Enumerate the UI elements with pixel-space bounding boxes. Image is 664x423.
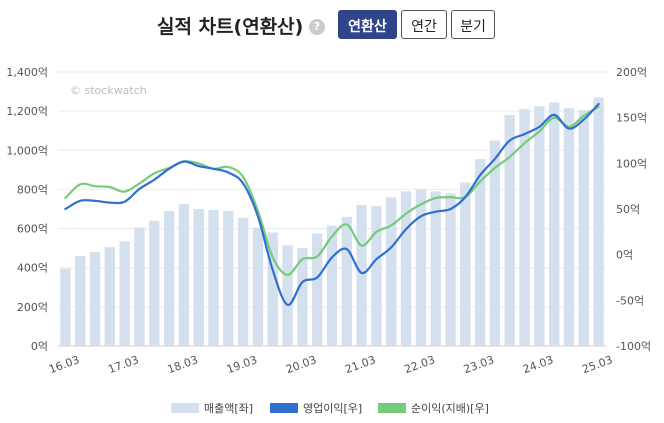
y-left-tick-label: 600억 [17, 223, 48, 236]
revenue-bar [430, 191, 441, 346]
tab-quarterly[interactable]: 분기 [451, 10, 495, 39]
revenue-bar [75, 255, 86, 346]
net-income-line [64, 105, 600, 276]
y-right-tick-label: -50억 [616, 294, 644, 307]
legend-label: 영업이익[우] [303, 402, 362, 415]
legend-label: 매출액[좌] [204, 402, 253, 415]
x-tick-label: 23.03 [462, 353, 496, 376]
chart-title: 실적 차트(연환산) [157, 16, 304, 38]
revenue-bar [267, 232, 278, 346]
revenue-bar [415, 189, 427, 346]
revenue-bar [252, 227, 264, 346]
revenue-bar [89, 252, 101, 346]
y-left-tick-label: 200억 [17, 301, 48, 314]
revenue-bar [474, 159, 486, 346]
watermark: © stockwatch [70, 84, 147, 97]
x-tick-label: 24.03 [521, 353, 555, 376]
legend-swatch [171, 403, 199, 413]
revenue-bar [578, 110, 589, 347]
revenue-bar [386, 197, 397, 346]
revenue-bar [489, 140, 501, 346]
revenue-bar [193, 209, 204, 346]
x-tick-label: 21.03 [343, 353, 377, 376]
revenue-bar [282, 245, 293, 346]
revenue-bar [178, 204, 190, 346]
revenue-bar [119, 241, 130, 346]
revenue-bar [534, 106, 545, 346]
revenue-bar [223, 210, 234, 346]
revenue-bar [445, 193, 456, 346]
x-tick-label: 22.03 [403, 353, 437, 376]
legend: 매출액[좌] 영업이익[우] 순이익(지배)[우] [171, 402, 489, 415]
y-left-tick-label: 1,400억 [6, 66, 48, 79]
tab-annualized[interactable]: 연환산 [338, 10, 397, 39]
revenue-bar [163, 210, 175, 346]
question-circle-icon[interactable]: ? [309, 19, 325, 35]
revenue-bar [312, 233, 323, 346]
revenue-bar [326, 225, 338, 346]
y-right-tick-label: 150억 [616, 112, 647, 125]
revenue-bar [208, 209, 219, 346]
chart-header: 실적 차트(연환산) ? 연환산 연간 분기 [0, 10, 664, 44]
operating-profit-line [64, 102, 600, 306]
y-right-tick-label: 200억 [616, 66, 647, 79]
y-right-tick-label: 0억 [616, 249, 633, 262]
x-tick-label: 19.03 [225, 353, 259, 376]
revenue-bar [460, 182, 471, 346]
revenue-bar [104, 247, 116, 346]
x-tick-label: 25.03 [580, 353, 614, 376]
revenue-bar [356, 205, 367, 346]
revenue-bar [563, 108, 575, 346]
revenue-bar [134, 227, 145, 346]
revenue-bar [341, 216, 352, 346]
revenue-bar [519, 109, 530, 346]
revenue-bar [60, 268, 71, 346]
x-tick-label: 20.03 [284, 353, 318, 376]
y-left-tick-label: 800억 [17, 183, 48, 196]
legend-label: 순이익(지배)[우] [411, 402, 489, 415]
revenue-bar [297, 248, 308, 346]
y-right-tick-label: -100억 [616, 340, 651, 353]
y-left-tick-label: 0억 [31, 340, 48, 353]
revenue-bar [149, 220, 160, 346]
y-left-tick-label: 1,000억 [6, 144, 48, 157]
legend-swatch [270, 403, 298, 413]
y-left-tick-label: 1,200억 [6, 105, 48, 118]
revenue-bar [504, 115, 515, 346]
revenue-bar [237, 217, 249, 346]
revenue-bar [400, 191, 412, 346]
y-right-tick-label: 100억 [616, 157, 647, 170]
profit-lines [64, 102, 600, 306]
tab-annual[interactable]: 연간 [401, 10, 447, 39]
revenue-bar [593, 97, 604, 346]
legend-swatch [378, 403, 406, 413]
revenue-bar [548, 102, 560, 346]
x-tick-label: 16.03 [47, 353, 81, 376]
x-tick-label: 18.03 [166, 353, 200, 376]
x-tick-label: 17.03 [106, 353, 140, 376]
revenue-bars [60, 97, 604, 347]
y-left-tick-label: 400억 [17, 262, 48, 275]
revenue-bar [371, 206, 382, 346]
y-right-tick-label: 50억 [616, 203, 640, 216]
